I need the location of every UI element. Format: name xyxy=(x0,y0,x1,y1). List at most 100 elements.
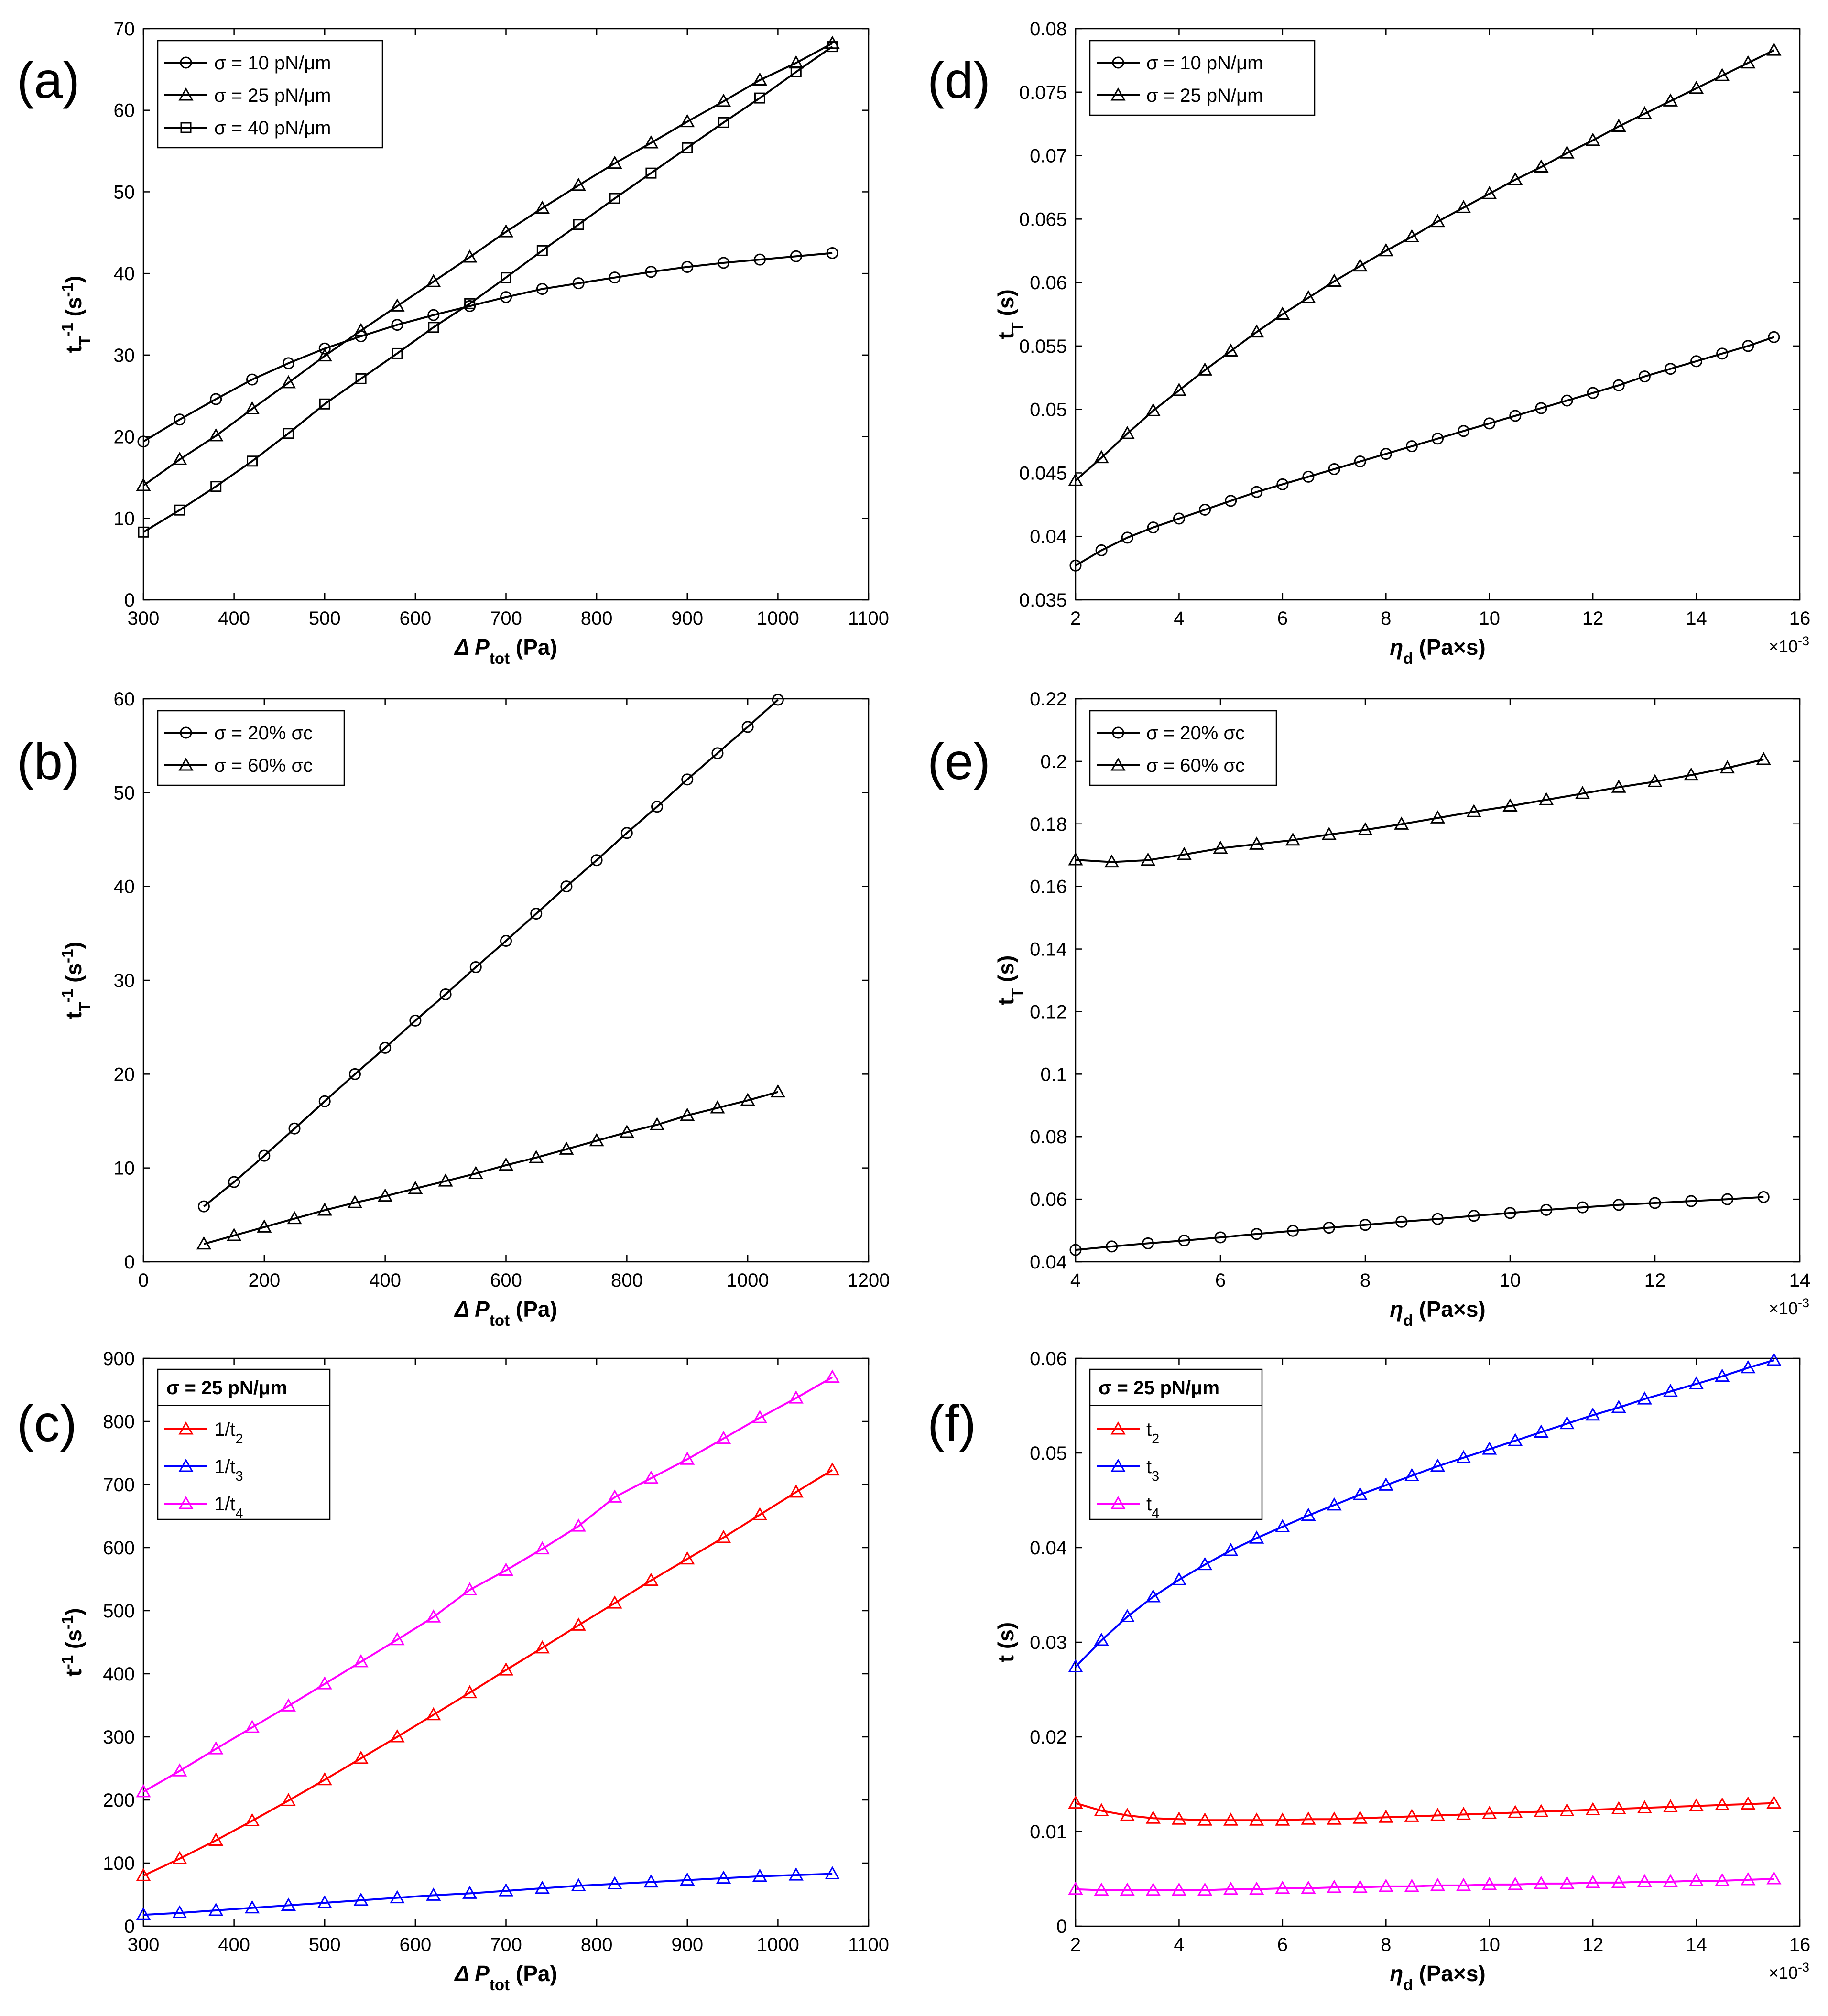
series-1 xyxy=(136,1866,840,1920)
y-tick-label: 30 xyxy=(114,345,135,366)
y-tick-label: 0.02 xyxy=(1030,1727,1067,1748)
data-point xyxy=(1535,402,1547,414)
data-point xyxy=(172,1905,187,1918)
data-point xyxy=(718,117,729,128)
data-point xyxy=(281,1897,296,1911)
legend-swatch-marker xyxy=(180,122,192,133)
data-point xyxy=(1611,1399,1626,1413)
legend-label: σ = 60% σc xyxy=(214,755,313,776)
y-tick-label: 0.08 xyxy=(1030,19,1067,40)
data-point xyxy=(1285,832,1301,846)
data-point xyxy=(1430,810,1446,824)
data-point xyxy=(1715,1368,1730,1382)
series-line xyxy=(143,1873,833,1916)
panel-label: (a) xyxy=(17,51,80,109)
series-0 xyxy=(137,247,838,448)
data-point xyxy=(534,200,550,214)
data-point xyxy=(426,1707,441,1721)
x-tick-label: 10 xyxy=(1479,608,1500,629)
series-2 xyxy=(1068,1871,1782,1896)
data-point xyxy=(1637,106,1652,119)
data-point xyxy=(1301,290,1316,303)
data-point xyxy=(788,1867,804,1881)
data-point xyxy=(1323,1222,1335,1234)
x-tick-label: 8 xyxy=(1381,1934,1391,1955)
data-point xyxy=(462,1582,478,1595)
data-point xyxy=(409,1014,422,1027)
data-point xyxy=(172,1851,187,1864)
data-point xyxy=(1275,1812,1290,1826)
data-point xyxy=(1741,1872,1756,1886)
series-line xyxy=(1075,336,1774,567)
y-tick-label: 0.05 xyxy=(1030,400,1067,421)
data-point xyxy=(1302,470,1315,483)
legend-label: σ = 60% σc xyxy=(1146,755,1245,776)
x-tick-label: 1200 xyxy=(848,1270,890,1291)
data-point xyxy=(392,347,403,359)
data-point xyxy=(1404,229,1419,243)
data-point xyxy=(210,481,222,492)
data-point xyxy=(1225,495,1237,507)
data-point xyxy=(1508,1876,1523,1890)
data-point xyxy=(790,250,802,262)
data-point xyxy=(1327,1497,1342,1511)
data-point xyxy=(172,452,187,465)
data-point xyxy=(643,1572,659,1586)
legend-item: σ = 40 pN/μm xyxy=(164,118,331,139)
legend-box xyxy=(157,1368,331,1520)
y-tick-label: 60 xyxy=(114,100,135,121)
data-point xyxy=(534,1541,550,1555)
data-point xyxy=(1612,1199,1625,1211)
data-point xyxy=(825,35,840,49)
legend-item: σ = 25 pN/μm xyxy=(164,85,331,106)
data-point xyxy=(390,298,405,312)
data-point xyxy=(1585,1802,1600,1815)
data-point xyxy=(137,435,150,448)
y-tick-label: 0.06 xyxy=(1030,272,1067,293)
data-point xyxy=(1120,1882,1135,1896)
data-point xyxy=(560,880,573,893)
data-point xyxy=(1663,1874,1678,1887)
legend-swatch-marker xyxy=(180,726,192,739)
data-point xyxy=(1766,43,1782,56)
data-point xyxy=(439,988,452,1000)
data-point xyxy=(1327,273,1342,287)
data-point xyxy=(136,1784,151,1798)
data-point xyxy=(281,1793,296,1806)
x-tick-label: 14 xyxy=(1686,1934,1707,1955)
data-point xyxy=(1249,836,1264,850)
legend-item: 1/t3 xyxy=(164,1456,243,1484)
data-point xyxy=(716,1431,731,1444)
y-tick-label: 0.2 xyxy=(1040,751,1067,772)
data-point xyxy=(426,1887,441,1901)
y-tick-label: 10 xyxy=(114,508,135,529)
x-tick-label: 900 xyxy=(671,608,703,629)
data-point xyxy=(1715,1873,1730,1886)
series-line xyxy=(1075,1196,1764,1251)
x-axis-label: ηd (Pa×s) xyxy=(1390,1297,1485,1330)
data-point xyxy=(469,961,482,974)
data-point xyxy=(1685,1195,1697,1207)
y-tick-label: 800 xyxy=(103,1411,135,1432)
data-point xyxy=(534,1880,550,1894)
y-tick-label: 0.04 xyxy=(1030,1538,1067,1559)
data-point xyxy=(1171,1882,1186,1896)
data-point xyxy=(1095,544,1108,556)
data-point xyxy=(498,1883,514,1897)
data-point xyxy=(462,1886,478,1899)
x-tick-label: 1000 xyxy=(757,1934,799,1955)
y-tick-label: 0.1 xyxy=(1040,1064,1067,1085)
data-point xyxy=(1756,751,1771,765)
data-point xyxy=(347,1195,363,1208)
plot-frame-b xyxy=(142,698,870,1263)
data-point xyxy=(680,114,695,128)
data-point xyxy=(464,298,476,309)
y-tick-label: 0.075 xyxy=(1019,82,1067,103)
series-2 xyxy=(138,41,838,538)
data-point xyxy=(1430,1458,1446,1472)
data-point xyxy=(1145,403,1161,416)
data-point xyxy=(1147,521,1159,534)
legend-title: σ = 25 pN/μm xyxy=(1099,1377,1219,1398)
data-point xyxy=(210,393,222,405)
data-point xyxy=(1638,370,1651,383)
